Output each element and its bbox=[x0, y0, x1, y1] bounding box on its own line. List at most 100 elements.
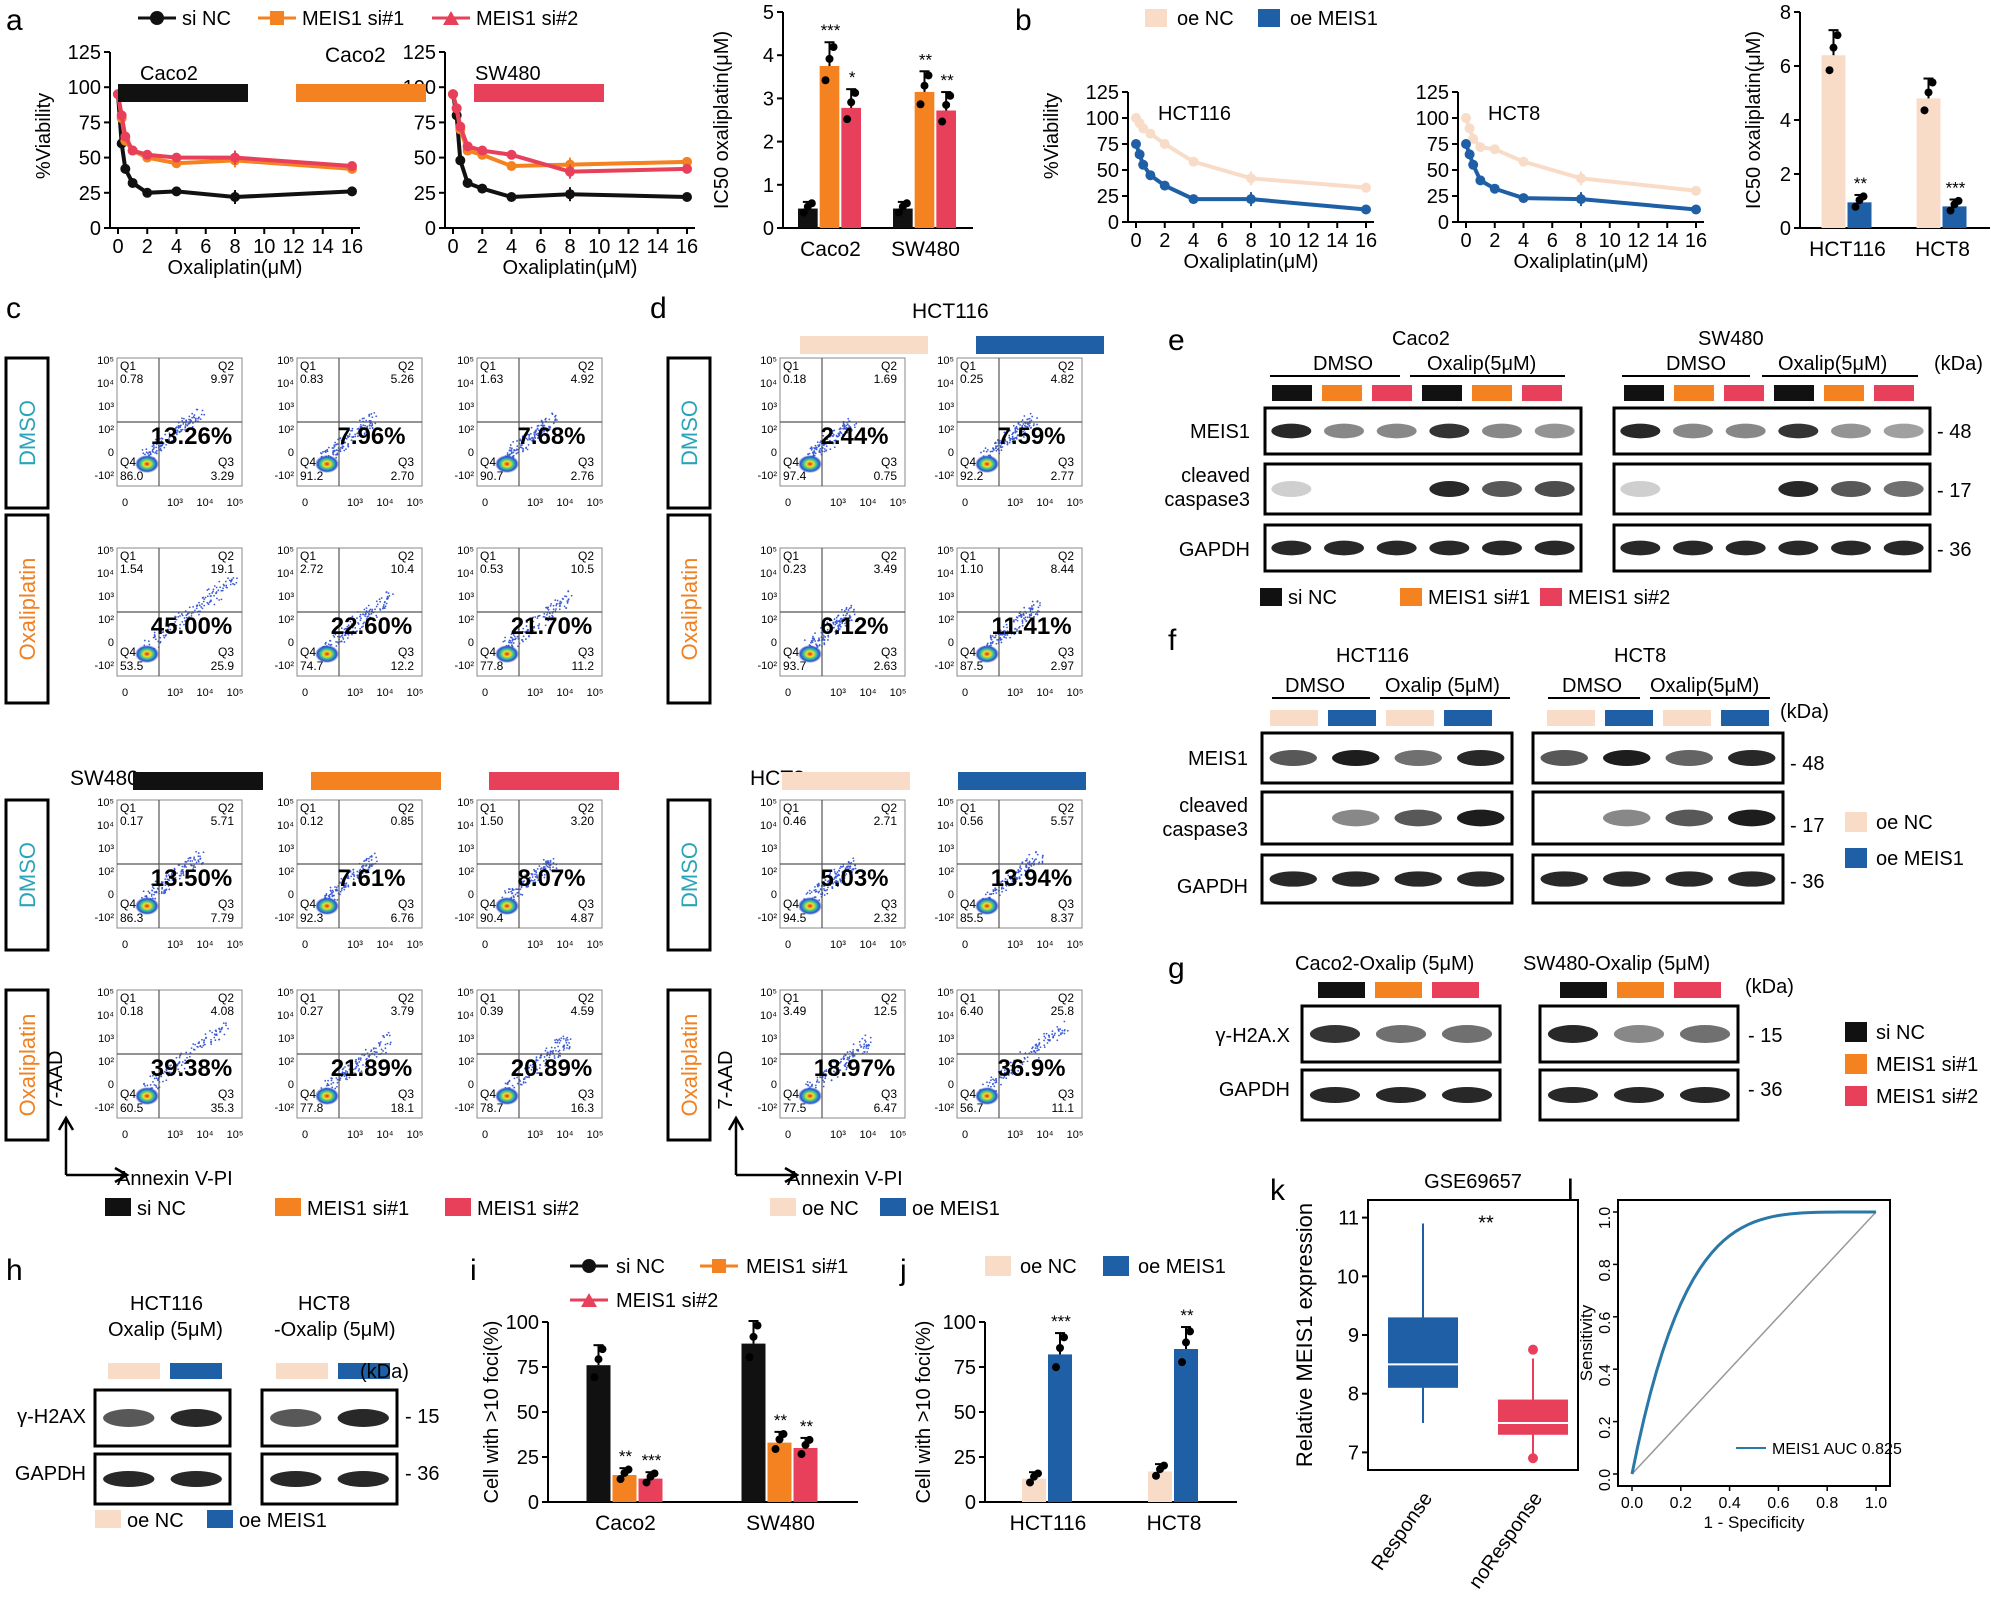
flow-c-caco2-3-event bbox=[195, 607, 198, 610]
flow-c-caco2-1-event bbox=[344, 435, 346, 438]
flow-c-sw480-1-event bbox=[346, 876, 349, 879]
k-y-tick-label: 8 bbox=[1348, 1384, 1359, 1406]
e-sw480-lane-swatch bbox=[1624, 385, 1664, 401]
flow-d-hct116-2-event bbox=[845, 620, 848, 623]
flow-c-caco2-4-event bbox=[361, 613, 364, 616]
d-hct8-oxaliplatin-condition-label: Oxaliplatin bbox=[677, 1014, 702, 1117]
i-legend-label: MEIS1 si#1 bbox=[746, 1256, 848, 1278]
foci-oe-y-tick-label: 25 bbox=[954, 1447, 976, 1469]
flow-c-caco2-5-x-tick-label: 10⁵ bbox=[587, 687, 604, 699]
flow-d-hct8-3-event bbox=[1019, 1051, 1022, 1053]
flow-c-caco2-3-event bbox=[203, 598, 206, 601]
flow-c-caco2-1-event bbox=[345, 437, 348, 440]
e-caco2-oxalip: Oxalip(5μM) bbox=[1427, 353, 1536, 375]
flow-c-caco2-5-event bbox=[545, 606, 548, 609]
flow-d-hct116-2-apoptosis-percent: 6.12% bbox=[820, 613, 888, 640]
flow-c-caco2-0-event bbox=[165, 444, 168, 446]
flow-c-sw480-1-event bbox=[363, 868, 366, 871]
g-h2ax-label: γ-H2A.X bbox=[1216, 1025, 1290, 1047]
flow-d-hct116-3-x-tick-label: 0 bbox=[962, 687, 968, 699]
flow-c-caco2-1-event bbox=[352, 442, 354, 444]
caco2-viability-point bbox=[116, 110, 127, 121]
flow-d-hct116-2-event bbox=[827, 635, 830, 638]
flow-c-caco2-1-event bbox=[339, 437, 342, 439]
flow-c-caco2-3-event bbox=[174, 615, 177, 618]
hct8-viability-x-tick-label: 6 bbox=[1547, 230, 1558, 252]
caco2-viability-point bbox=[230, 192, 240, 203]
flow-d-hct8-0-event bbox=[852, 859, 855, 862]
flow-c-caco2-1-q2-label: Q2 bbox=[398, 359, 414, 373]
flow-d-hct116-1-event bbox=[1028, 424, 1031, 427]
flow-c-caco2-4-event bbox=[370, 612, 373, 615]
flow-c-sw480-2-event bbox=[552, 861, 555, 864]
foci-si-dot bbox=[624, 1465, 633, 1474]
flow-d-hct116-1-x-tick-label: 0 bbox=[962, 497, 968, 509]
flow-c-sw480-4-q3-label: Q3 bbox=[398, 1087, 414, 1101]
flow-c-caco2-0-event bbox=[154, 438, 157, 441]
flow-c-sw480-0-event bbox=[167, 884, 170, 887]
f-hct116-gapdh-band bbox=[1457, 871, 1505, 887]
flow-c-sw480-3-event bbox=[214, 1039, 217, 1042]
flow-c-sw480-0-event bbox=[202, 861, 204, 864]
flow-c-sw480-5-event bbox=[566, 1047, 568, 1049]
flow-c-sw480-0-event bbox=[202, 851, 205, 854]
flow-c-caco2-5-event bbox=[551, 615, 554, 618]
flow-c-sw480-2-event bbox=[534, 873, 536, 876]
flow-d-hct116-0-event bbox=[843, 426, 846, 429]
flow-d-hct116-3-event bbox=[1000, 641, 1003, 644]
flow-d-hct8-1-q3-value: 8.37 bbox=[1051, 911, 1075, 925]
f-hct8-meis1-band bbox=[1665, 750, 1713, 766]
flow-d-hct116-0-event bbox=[829, 448, 832, 451]
flow-c-sw480-3-apoptosis-percent: 39.38% bbox=[151, 1055, 232, 1082]
flow-c-caco2-3-event bbox=[181, 620, 184, 623]
flow-c-sw480-2-event bbox=[539, 871, 542, 874]
e-caco2-meis1-band bbox=[1429, 423, 1470, 439]
flow-d-hct116-2-event bbox=[841, 622, 844, 625]
flow-d-hct116-1-event bbox=[1028, 417, 1031, 420]
i-legend-label: si NC bbox=[616, 1256, 665, 1278]
flow-c-caco2-3-event bbox=[198, 601, 200, 604]
flow-c-sw480-5-density-core bbox=[495, 1087, 519, 1105]
caco2-viability-x-tick-label: 6 bbox=[200, 236, 211, 258]
flow-c-caco2-2-event bbox=[548, 428, 551, 431]
flow-c-sw480-5-event bbox=[532, 1067, 535, 1070]
flow-c-sw480-3-event bbox=[146, 1084, 149, 1087]
flow-c-caco2-0-event bbox=[168, 432, 171, 435]
flow-c-caco2-4-event bbox=[378, 598, 381, 601]
sw480-viability-x-tick-label: 16 bbox=[676, 236, 698, 258]
flow-d-hct116-2-x-tick-label: 10⁵ bbox=[890, 687, 907, 699]
flow-c-sw480-3-event bbox=[155, 1074, 157, 1077]
panel-a-y-label: %Viability bbox=[33, 93, 55, 179]
f-hct116-gapdh-band bbox=[1394, 871, 1442, 887]
c-legend-label: si NC bbox=[137, 1198, 186, 1220]
l-y-tick-label: 0.0 bbox=[1597, 1469, 1614, 1491]
d-legend-label: oe MEIS1 bbox=[912, 1198, 1000, 1220]
flow-c-sw480-0-event bbox=[195, 850, 198, 853]
flow-c-caco2-3-event bbox=[225, 584, 228, 587]
flow-c-sw480-1-q2-label: Q2 bbox=[398, 801, 414, 815]
flow-d-hct116-2-event bbox=[842, 614, 845, 617]
caco2-viability-series-line bbox=[116, 94, 353, 200]
flow-d-hct116-0-event bbox=[833, 439, 836, 442]
flow-c-caco2-0-y-tick-label: 10⁵ bbox=[97, 355, 114, 367]
flow-d-hct8-3-event bbox=[1059, 1028, 1062, 1030]
flow-d-hct116-0-event bbox=[816, 441, 819, 444]
flow-d-hct116-2-event bbox=[811, 641, 814, 644]
flow-d-hct116-1-event bbox=[1014, 428, 1017, 431]
flow-c-sw480-3-event bbox=[143, 1082, 146, 1085]
flow-c-caco2-5-event bbox=[537, 624, 540, 627]
flow-c-caco2-2-event bbox=[536, 437, 539, 439]
flow-c-sw480-2-event bbox=[526, 885, 529, 888]
flow-c-caco2-4-y-tick-label: 10³ bbox=[278, 591, 294, 603]
flow-c-caco2-5-event bbox=[543, 612, 546, 615]
flow-d-hct8-3-event bbox=[1030, 1051, 1033, 1054]
sw480-viability-y-tick-label: 75 bbox=[414, 112, 436, 134]
flow-d-hct116-1-event bbox=[1009, 438, 1011, 440]
flow-c-caco2-2-y-tick-label: 0 bbox=[468, 447, 474, 459]
hct116-viability-point bbox=[1159, 139, 1170, 149]
flow-c-caco2-5-event bbox=[537, 615, 540, 617]
flow-c-sw480-0-event bbox=[192, 868, 194, 870]
flow-c-caco2-1-event bbox=[358, 428, 361, 431]
flow-c-sw480-1-q3-label: Q3 bbox=[398, 897, 414, 911]
ic50-si-dot bbox=[902, 199, 911, 208]
